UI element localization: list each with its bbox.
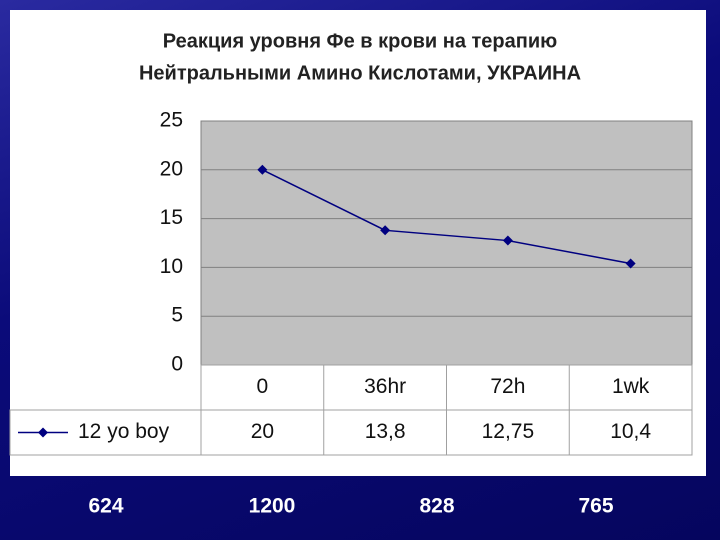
data-label: 12,75 <box>482 420 535 443</box>
y-tick-label: 20 <box>160 157 183 180</box>
x-tick-label: 0 <box>257 375 269 398</box>
footer-value: 765 <box>578 495 613 518</box>
data-point <box>625 258 636 269</box>
legend-marker <box>38 427 48 438</box>
data-label: 13,8 <box>365 420 406 443</box>
data-point <box>380 225 391 236</box>
x-tick-label: 1wk <box>612 375 650 398</box>
y-tick-label: 25 <box>160 109 183 132</box>
legend-label: 12 yo boy <box>78 420 170 443</box>
data-label: 10,4 <box>610 420 651 443</box>
table-data-row <box>9 409 693 456</box>
y-tick-label: 0 <box>171 353 183 376</box>
plot-area <box>200 120 693 366</box>
data-point <box>502 235 513 246</box>
y-tick-label: 15 <box>160 206 183 229</box>
chart-title: Реакция уровня Фе в крови на терапию <box>163 30 557 52</box>
chart-subtitle: Нейтральными Амино Кислотами, УКРАИНА <box>139 62 581 84</box>
data-line <box>262 169 631 265</box>
y-tick-label: 10 <box>160 255 183 278</box>
x-tick-label: 36hr <box>364 375 406 398</box>
footer-value: 828 <box>419 495 454 518</box>
footer-value: 624 <box>88 495 123 518</box>
data-label: 20 <box>251 420 274 443</box>
y-tick-label: 5 <box>171 304 183 327</box>
footer-value: 1200 <box>249 495 296 518</box>
x-tick-label: 72h <box>490 375 525 398</box>
data-point <box>257 164 268 175</box>
